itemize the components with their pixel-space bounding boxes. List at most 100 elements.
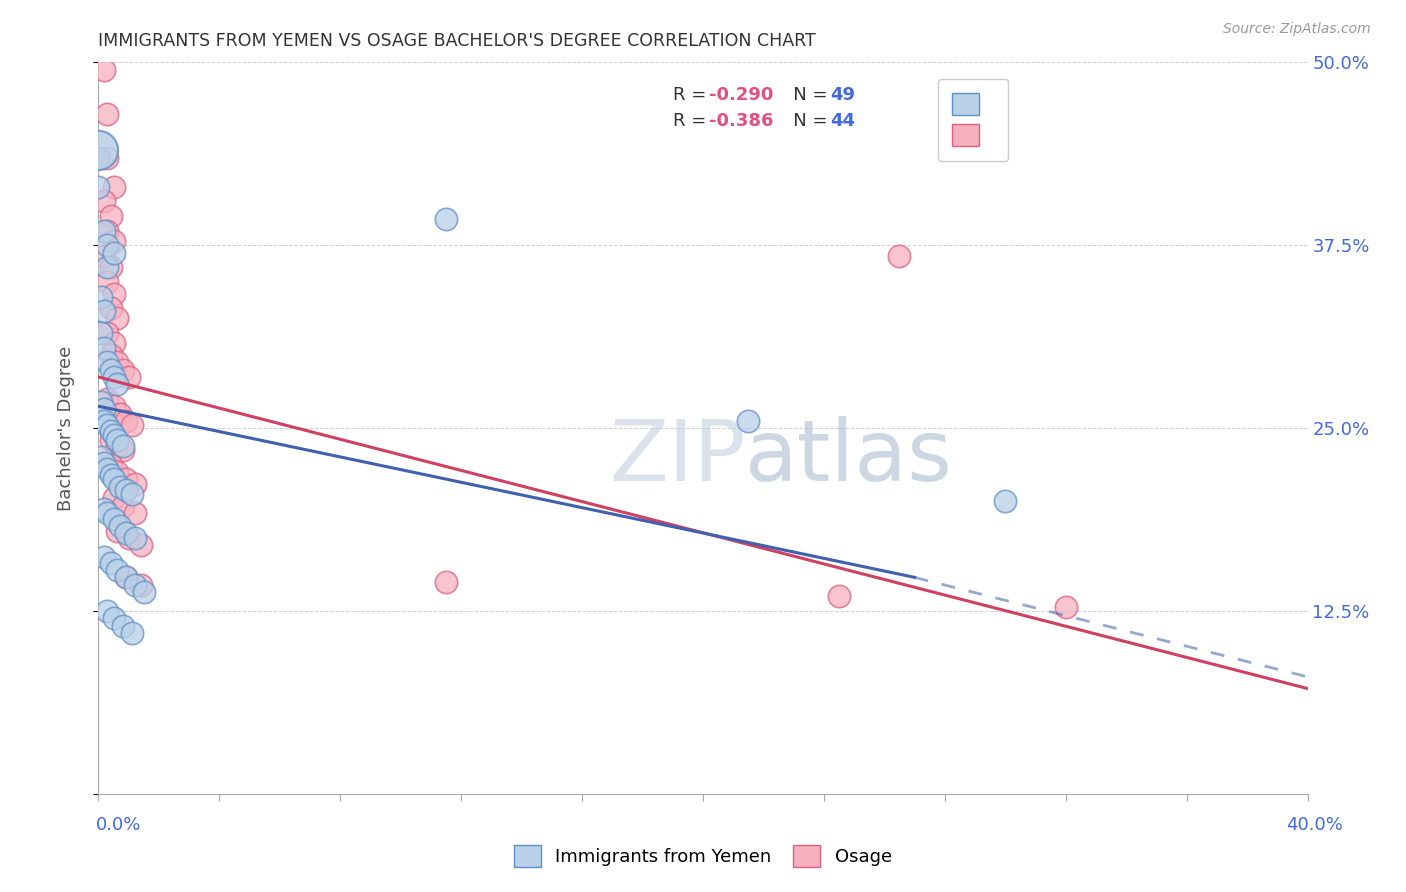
Point [87, 143, 110, 157]
Point [103, 428, 125, 442]
Point [96, 106, 118, 120]
Point [100, 433, 122, 447]
Point [105, 377, 128, 392]
Text: N =: N = [776, 112, 832, 130]
Point [105, 439, 128, 453]
Point [118, 370, 141, 384]
Point [100, 260, 122, 275]
Text: N =: N = [776, 87, 832, 104]
Point [114, 526, 136, 541]
Point [93, 248, 115, 262]
Point [434, 211, 457, 226]
Point [103, 370, 125, 384]
Point [124, 506, 146, 520]
Point [87, 151, 110, 165]
Text: 40.0%: 40.0% [1286, 816, 1343, 834]
Point [105, 433, 128, 447]
Point [93, 341, 115, 355]
Point [108, 407, 131, 421]
Point [114, 570, 136, 584]
Point [103, 399, 125, 413]
Point [111, 618, 134, 632]
Point [100, 467, 122, 482]
Text: 44: 44 [830, 112, 855, 130]
Point [124, 476, 146, 491]
Point [121, 487, 143, 501]
Text: R =: R = [672, 112, 711, 130]
Point [96, 506, 118, 520]
Point [103, 336, 125, 351]
Point [96, 151, 118, 165]
Point [103, 234, 125, 248]
Text: 49: 49 [830, 87, 855, 104]
Point [108, 519, 131, 533]
Point [96, 224, 118, 238]
Point [100, 348, 122, 362]
Point [889, 248, 911, 262]
Point [111, 499, 134, 513]
Point [1054, 599, 1077, 614]
Point [737, 414, 759, 428]
Point [994, 494, 1017, 508]
Point [96, 604, 118, 618]
Point [118, 531, 141, 545]
Point [100, 209, 122, 223]
Text: IMMIGRANTS FROM YEMEN VS OSAGE BACHELOR'S DEGREE CORRELATION CHART: IMMIGRANTS FROM YEMEN VS OSAGE BACHELOR'… [98, 32, 815, 50]
Point [93, 194, 115, 209]
Point [111, 362, 134, 376]
Point [90, 326, 112, 340]
Legend: , : , [938, 78, 1008, 161]
Point [114, 472, 136, 486]
Text: 0.0%: 0.0% [96, 816, 141, 834]
Point [96, 355, 118, 369]
Point [93, 501, 115, 516]
Text: -0.290: -0.290 [709, 87, 773, 104]
Point [96, 275, 118, 289]
Point [96, 418, 118, 433]
Point [93, 224, 115, 238]
Point [96, 260, 118, 275]
Point [96, 392, 118, 406]
Point [90, 450, 112, 465]
Point [124, 531, 146, 545]
Point [103, 472, 125, 486]
Point [100, 362, 122, 376]
Point [96, 326, 118, 340]
Point [108, 480, 131, 494]
Text: Source: ZipAtlas.com: Source: ZipAtlas.com [1223, 22, 1371, 37]
Point [105, 563, 128, 577]
Point [93, 402, 115, 417]
Point [103, 491, 125, 506]
Point [129, 538, 152, 552]
Point [103, 245, 125, 260]
Point [105, 355, 128, 369]
Text: ZIP: ZIP [609, 416, 745, 499]
Point [103, 179, 125, 194]
Point [105, 465, 128, 479]
Point [90, 289, 112, 303]
Point [121, 626, 143, 640]
Point [121, 418, 143, 433]
Point [132, 585, 155, 599]
Point [129, 577, 152, 591]
Text: R =: R = [672, 87, 711, 104]
Point [100, 424, 122, 438]
Point [103, 286, 125, 301]
Point [105, 524, 128, 538]
Point [93, 456, 115, 470]
Point [96, 462, 118, 476]
Point [93, 62, 115, 77]
Point [90, 394, 112, 409]
Point [111, 439, 134, 453]
Point [100, 458, 122, 472]
Point [114, 570, 136, 584]
Point [100, 301, 122, 316]
Point [114, 483, 136, 497]
Point [100, 556, 122, 570]
Point [828, 590, 851, 604]
Point [103, 512, 125, 526]
Point [111, 443, 134, 458]
Text: atlas: atlas [745, 416, 953, 499]
Point [93, 414, 115, 428]
Point [103, 611, 125, 625]
